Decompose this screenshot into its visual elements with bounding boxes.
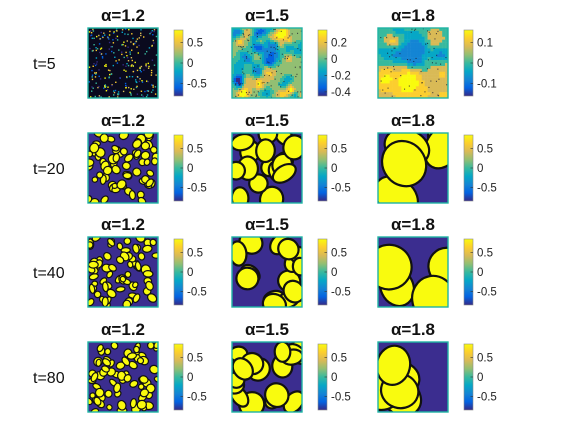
heatmap-panel <box>88 28 158 98</box>
colorbar-tick-label: 0 <box>477 58 483 70</box>
colorbar-tick-label: 0 <box>331 163 337 175</box>
panel-frame <box>377 236 449 308</box>
colorbar-tick-label: 0 <box>187 372 193 384</box>
panel-title: α=1.2 <box>101 111 145 130</box>
colorbar-tick-label: 0.5 <box>477 353 493 365</box>
panel-frame <box>377 132 449 204</box>
panel-title: α=1.2 <box>101 6 145 25</box>
colorbar-tick-label: -0.5 <box>187 79 207 91</box>
panel-title: α=1.8 <box>391 215 435 234</box>
colorbar-tick-label: 0 <box>187 58 193 70</box>
panel-frame <box>231 236 303 308</box>
panel-frame <box>231 341 303 413</box>
panel-frame <box>87 27 159 99</box>
panel-title: α=1.5 <box>245 320 289 339</box>
colorbar-tick-label: 0.5 <box>187 353 203 365</box>
row-label: t=5 <box>33 56 56 73</box>
colorbar-tick-label: 0 <box>331 372 337 384</box>
colorbar-tick-label: 0.5 <box>187 37 203 49</box>
colorbar-tick-label: -0.5 <box>187 182 207 194</box>
heatmap-panel <box>88 342 158 412</box>
panel-title: α=1.5 <box>245 111 289 130</box>
heatmap-panel <box>232 133 302 203</box>
panel-frame <box>87 132 159 204</box>
colorbar-tick-label: -0.5 <box>477 391 497 403</box>
row-label: t=40 <box>33 265 65 282</box>
heatmap-panel <box>378 237 448 307</box>
colorbar-tick-label: -0.5 <box>187 286 207 298</box>
heatmap-panel <box>88 133 158 203</box>
heatmap-panel <box>232 342 302 412</box>
colorbar-tick-label: 0.5 <box>477 144 493 156</box>
panel-frame <box>87 341 159 413</box>
panel-title: α=1.8 <box>391 6 435 25</box>
panel-frame <box>231 27 303 99</box>
panel-frame <box>87 236 159 308</box>
colorbar-tick-label: -0.5 <box>477 182 497 194</box>
heatmap-panel <box>232 237 302 307</box>
panels-layer: t=5 α=1.2 0.5 0 -0.5 α=1.5 0.2 0 -0.2 -0.4 α=1.8 0.… <box>33 6 497 413</box>
colorbar-tick-label: 0 <box>187 267 193 279</box>
colorbar-tick-label: 0.5 <box>187 248 203 260</box>
panel-title: α=1.2 <box>101 215 145 234</box>
colorbar-tick-label: -0.2 <box>331 70 351 82</box>
panel-title: α=1.8 <box>391 111 435 130</box>
heatmap-panel <box>232 28 303 99</box>
colorbar-tick-label: 0 <box>331 54 337 66</box>
colorbar-tick-label: 0 <box>477 372 483 384</box>
heatmap-panel <box>378 133 448 203</box>
colorbar-tick-label: 0.5 <box>331 353 347 365</box>
heatmap-panel <box>378 28 449 99</box>
row-label: t=80 <box>33 370 65 387</box>
row-label: t=20 <box>33 161 65 178</box>
colorbar-tick-label: -0.5 <box>331 391 351 403</box>
colorbar-tick-label: 0.5 <box>187 144 203 156</box>
panel-title: α=1.8 <box>391 320 435 339</box>
colorbar-tick-label: -0.5 <box>331 182 351 194</box>
panel-frame <box>377 341 449 413</box>
panel-frame <box>377 27 449 99</box>
heatmap-panel <box>88 237 158 307</box>
colorbar-tick-label: 0 <box>187 163 193 175</box>
panel-title: α=1.2 <box>101 320 145 339</box>
colorbar-tick-label: 0 <box>477 163 483 175</box>
colorbar-tick-label: -0.1 <box>477 79 497 91</box>
heatmap-panel <box>378 342 448 412</box>
panel-frame <box>231 132 303 204</box>
colorbar-tick-label: 0.1 <box>477 37 493 49</box>
colorbar-tick-label: 0.5 <box>331 248 347 260</box>
colorbar-tick-label: 0.5 <box>477 248 493 260</box>
colorbar <box>317 29 328 97</box>
panel-title: α=1.5 <box>245 6 289 25</box>
panel-title: α=1.5 <box>245 215 289 234</box>
colorbar-tick-label: 0.2 <box>331 37 347 49</box>
colorbar-tick-label: -0.5 <box>187 391 207 403</box>
colorbar-tick-label: 0.5 <box>331 144 347 156</box>
colorbar-tick-label: 0 <box>477 267 483 279</box>
colorbar-tick-label: -0.5 <box>477 286 497 298</box>
colorbar-tick-label: -0.5 <box>331 286 351 298</box>
colorbar-tick-label: 0 <box>331 267 337 279</box>
colorbar-tick-label: -0.4 <box>331 87 351 99</box>
